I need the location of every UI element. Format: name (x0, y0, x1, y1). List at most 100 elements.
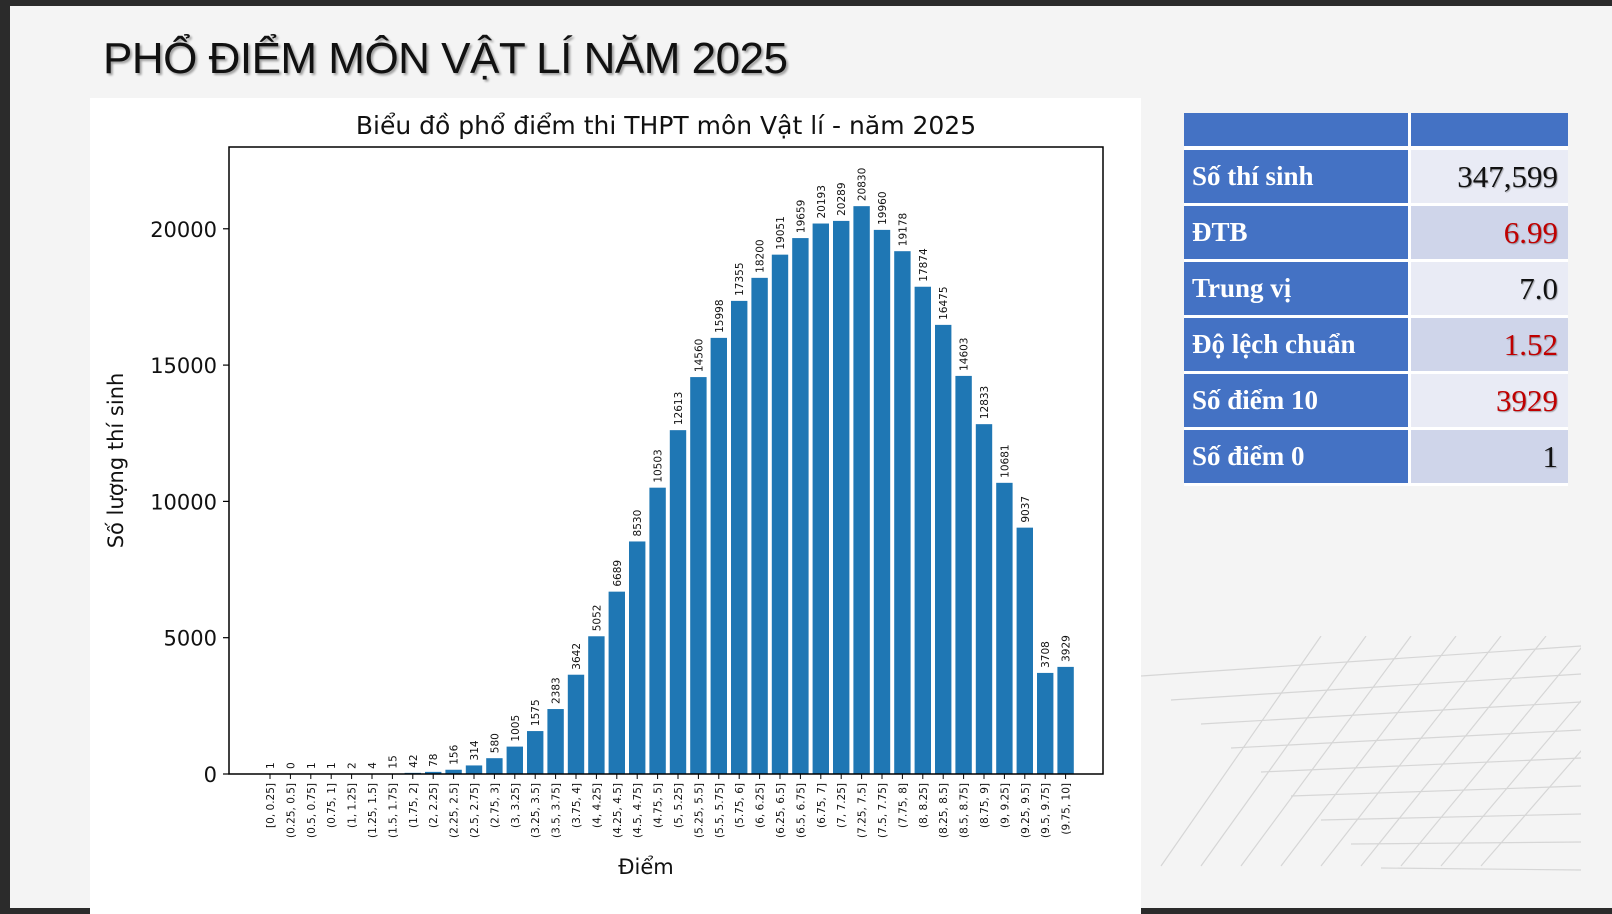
slide-title: PHỔ ĐIỂM MÔN VẬT LÍ NĂM 2025 (103, 34, 787, 84)
x-tick-label: (9.5, 9.75] (1040, 783, 1052, 838)
decorative-grid-pattern (1141, 636, 1581, 876)
bar-value-label: 9037 (1020, 496, 1032, 523)
x-tick-label: (4.75, 5] (653, 783, 665, 828)
bar-value-label: 17355 (734, 262, 746, 295)
grid-line (1291, 786, 1581, 796)
x-tick-label: (6.5, 6.75] (795, 783, 807, 838)
bar-value-label: 2383 (551, 677, 563, 704)
stats-value: 1 (1411, 430, 1568, 486)
bar-value-label: 0 (285, 762, 297, 769)
bar-value-label: 1 (306, 762, 318, 769)
stats-value: 7.0 (1411, 262, 1568, 318)
bar (507, 747, 523, 774)
x-tick-label: (2, 2.25] (428, 783, 440, 828)
bar (894, 251, 910, 774)
bar (915, 287, 931, 774)
y-tick-label: 0 (204, 763, 217, 787)
stats-header-cell (1184, 113, 1411, 150)
bar-value-label: 1 (265, 762, 277, 769)
bar-value-label: 3642 (571, 643, 583, 670)
bar-value-label: 19960 (877, 191, 889, 224)
bar (711, 338, 727, 774)
bar-value-label: 580 (489, 733, 501, 753)
bar-value-label: 78 (428, 753, 440, 766)
grid-line (1241, 636, 1411, 866)
bar-value-label: 314 (469, 740, 481, 760)
y-axis-label: Số lượng thí sinh (104, 373, 128, 549)
bar (874, 230, 890, 774)
x-tick-label: (8.5, 8.75] (959, 783, 971, 838)
bar (670, 430, 686, 774)
bar (955, 376, 971, 774)
x-tick-label: (5, 5.25] (673, 783, 685, 828)
stats-label: ĐTB (1184, 206, 1411, 262)
x-tick-label: (7.75, 8] (897, 783, 909, 828)
x-axis-label: Điểm (618, 855, 673, 879)
bar (547, 709, 563, 774)
x-tick-label: [0, 0.25] (265, 783, 277, 828)
slide: PHỔ ĐIỂM MÔN VẬT LÍ NĂM 2025 Biểu đồ phổ… (0, 6, 1612, 908)
bar (996, 483, 1012, 774)
bar (833, 221, 849, 774)
grid-line (1381, 868, 1581, 870)
x-tick-label: (9, 9.25] (999, 783, 1011, 828)
stats-label: Trung vị (1184, 262, 1411, 318)
bar (813, 224, 829, 774)
bar-value-label: 156 (449, 744, 461, 764)
bar-value-label: 19178 (897, 213, 909, 246)
bar-value-label: 19659 (795, 200, 807, 233)
bar-value-label: 16475 (938, 286, 950, 319)
x-tick-label: (2.25, 2.5] (449, 783, 461, 838)
x-tick-label: (4, 4.25] (591, 783, 603, 828)
chart-title: Biểu đồ phổ điểm thi THPT môn Vật lí - n… (356, 111, 976, 140)
x-tick-label: (8.75, 9] (979, 783, 991, 828)
grid-line (1361, 636, 1546, 866)
bar-value-label: 17874 (918, 248, 930, 282)
stats-header-row (1184, 113, 1568, 150)
x-tick-label: (7, 7.25] (836, 783, 848, 828)
x-tick-label: (3.75, 4] (571, 783, 583, 828)
x-tick-label: (6.75, 7] (816, 783, 828, 828)
x-tick-label: (5.5, 5.75] (714, 783, 726, 838)
x-tick-label: (7.5, 7.75] (877, 783, 889, 838)
bar-value-label: 10681 (999, 444, 1011, 477)
stats-value: 6.99 (1411, 206, 1568, 262)
bar-value-label: 3708 (1040, 641, 1052, 668)
bar (751, 278, 767, 774)
x-tick-label: (8.25, 8.5] (938, 783, 950, 838)
chart-panel: Biểu đồ phổ điểm thi THPT môn Vật lí - n… (90, 98, 1141, 914)
stats-header-cell (1411, 113, 1568, 150)
bar (690, 377, 706, 774)
stats-label: Số điểm 0 (1184, 430, 1411, 486)
stats-label: Số thí sinh (1184, 150, 1411, 206)
bar (853, 206, 869, 774)
bar (568, 675, 584, 774)
x-tick-label: (5.25, 5.5] (693, 783, 705, 838)
grid-line (1171, 674, 1581, 700)
bar (772, 255, 788, 774)
x-tick-label: (2.75, 3] (489, 783, 501, 828)
score-distribution-chart: Biểu đồ phổ điểm thi THPT môn Vật lí - n… (90, 98, 1141, 914)
bar-value-label: 2 (347, 762, 359, 769)
x-tick-label: (0.5, 0.75] (306, 783, 318, 838)
window-left-strip (0, 0, 10, 908)
bar-value-label: 14603 (959, 338, 971, 371)
bar (649, 488, 665, 774)
x-tick-label: (2.5, 2.75] (469, 783, 481, 838)
x-tick-label: (8, 8.25] (918, 783, 930, 828)
bar (466, 765, 482, 774)
bar (609, 592, 625, 774)
bar-value-label: 10503 (653, 449, 665, 482)
y-tick-label: 15000 (150, 354, 217, 378)
plot-frame (229, 147, 1103, 774)
y-tick-label: 20000 (150, 218, 217, 242)
x-tick-label: (1.5, 1.75] (387, 783, 399, 838)
x-tick-label: (3.5, 3.75] (551, 783, 563, 838)
